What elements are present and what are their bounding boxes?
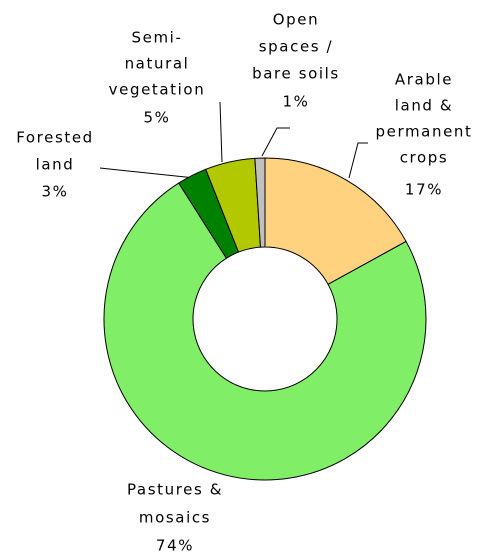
value-label: 3%	[42, 183, 69, 201]
value-label: 5%	[144, 109, 171, 127]
slice-label: Forested	[16, 129, 94, 147]
value-label: 74%	[156, 537, 194, 554]
value-label: 17%	[405, 181, 443, 199]
leader-line	[261, 127, 290, 157]
leader-line	[219, 101, 223, 163]
donut-slice	[254, 157, 266, 248]
leader-lines	[99, 101, 368, 179]
slice-label: Pastures &	[127, 481, 223, 499]
value-label: 1%	[283, 93, 310, 111]
slice-label: vegetation	[109, 81, 206, 99]
donut-slice	[103, 182, 427, 481]
slice-label: spaces /	[259, 38, 333, 56]
slice-label: crops	[400, 149, 449, 167]
slice-label: natural	[125, 55, 190, 73]
slice-label: Semi-	[132, 29, 183, 47]
slice-label: land &	[395, 97, 453, 115]
slice-label: Arable	[395, 71, 453, 89]
slice-label: bare soils	[252, 65, 340, 83]
slice-label: permanent	[376, 123, 473, 141]
leader-line	[348, 142, 368, 179]
leader-line	[99, 167, 196, 179]
slice-label: mosaics	[139, 509, 211, 527]
donut-slice	[264, 157, 407, 285]
slice-label: Open	[273, 11, 319, 29]
slice-label: land	[36, 156, 75, 174]
